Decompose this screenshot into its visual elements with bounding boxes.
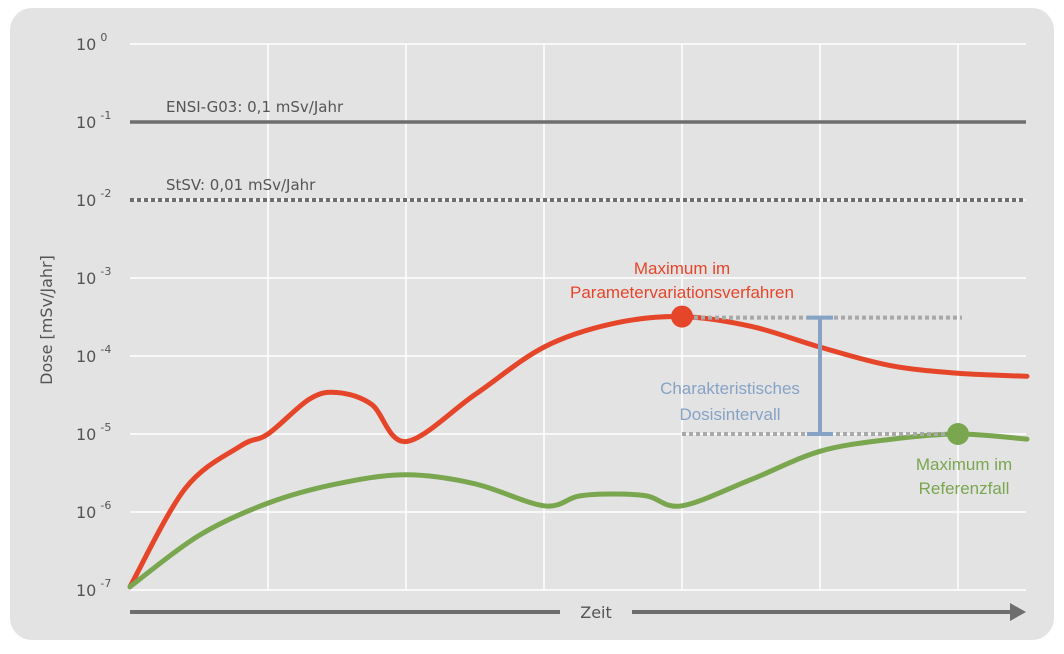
series-line-parametervariation [127,314,1030,590]
y-tick-label: 10 -2 [76,187,111,210]
x-axis-label: Zeit [580,603,612,622]
stsv-reference-label: StSV: 0,01 mSv/Jahr [166,176,316,194]
annotations: Maximum im Parametervariationsverfahren Ch… [570,259,1012,498]
interval-label: Charakteristisches [660,379,800,398]
y-axis-label: Dose [mSv/Jahr] [37,255,56,385]
max-ref-label: Maximum im [916,455,1012,474]
y-tick-label: 10 0 [76,31,107,54]
max-param-label: Parametervariationsverfahren [570,283,794,302]
series-line-referenzfall [127,431,1030,590]
y-tick-label: 10 -1 [76,109,111,132]
y-tick-label: 10 -5 [76,421,111,444]
max-ref-marker [947,423,969,445]
max-ref-label: Referenzfall [919,479,1010,498]
reference-lines: ENSI-G03: 0,1 mSv/Jahr StSV: 0,01 mSv/Jah… [130,98,1026,202]
x-axis: Zeit [130,603,1026,622]
ensi-reference-label: ENSI-G03: 0,1 mSv/Jahr [166,98,344,116]
interval-label: Dosisintervall [679,405,780,424]
series-group [127,314,1030,590]
y-tick-label: 10 -7 [76,577,111,600]
chart-panel [10,8,1054,640]
y-tick-label: 10 -3 [76,265,111,288]
max-param-marker [671,305,693,328]
y-tick-label: 10 -4 [76,343,111,366]
x-axis-arrowhead [1010,603,1026,621]
y-tick-label: 10 -6 [76,499,111,522]
max-param-label: Maximum im [634,259,730,278]
